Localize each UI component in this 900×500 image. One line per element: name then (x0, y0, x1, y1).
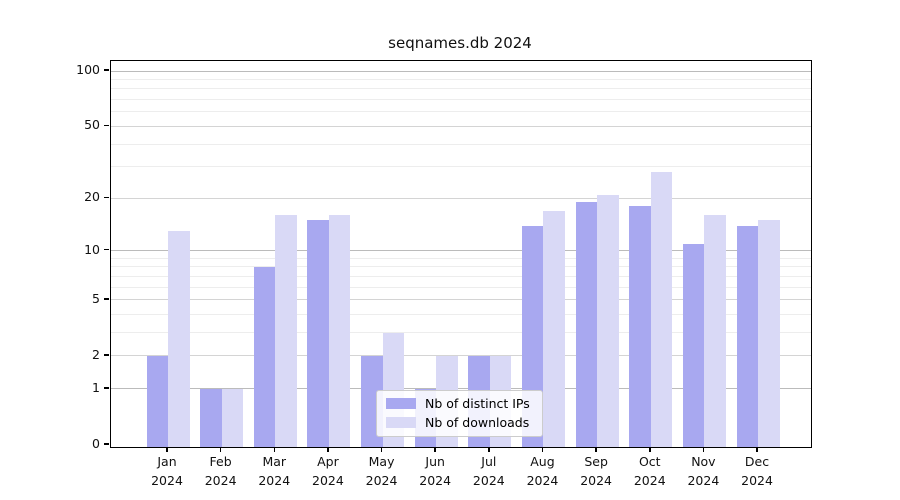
x-tick-mark (756, 447, 758, 452)
x-tick-label-oct: Oct 2024 (633, 454, 666, 488)
y-tick-label-100: 100 (76, 62, 100, 77)
bar-ips-oct (629, 206, 651, 447)
gridline-50 (111, 125, 811, 127)
x-tick-label-sep: Sep 2024 (580, 454, 613, 488)
x-tick-label-dec: Dec 2024 (741, 454, 773, 488)
legend-label-distinct-ips: Nb of distinct IPs (425, 396, 530, 411)
x-tick-mark (273, 447, 276, 452)
x-tick-mark (649, 447, 651, 452)
bar-ips-jan (146, 355, 168, 447)
y-tick-mark (104, 443, 109, 445)
bar-downloads-aug (543, 210, 565, 447)
x-tick-mark (380, 447, 383, 452)
gridline-8 (111, 266, 811, 268)
x-tick-mark (488, 447, 490, 452)
gridline-10 (111, 250, 811, 252)
y-tick-label-2: 2 (92, 346, 100, 362)
x-tick-label-nov: Nov 2024 (687, 454, 720, 488)
bar-downloads-feb (221, 388, 244, 447)
x-tick-label-apr: Apr 2024 (312, 454, 344, 488)
gridline-20 (111, 197, 811, 199)
x-tick-label-feb: Feb 2024 (204, 454, 237, 488)
y-tick-mark (104, 387, 109, 389)
bar-downloads-apr (328, 215, 351, 447)
y-tick-mark (104, 196, 109, 199)
legend-swatch-distinct-ips (386, 398, 416, 410)
x-tick-label-aug: Aug 2024 (526, 454, 559, 488)
y-tick-mark (104, 298, 109, 300)
y-tick-mark (104, 354, 109, 356)
legend-swatch-downloads (386, 417, 416, 429)
x-tick-label-may: May 2024 (365, 454, 398, 488)
chart-title: seqnames.db 2024 (388, 34, 532, 52)
x-tick-label-mar: Mar 2024 (258, 454, 291, 488)
gridline-70 (111, 99, 811, 101)
bar-downloads-mar (275, 215, 297, 447)
x-tick-mark (327, 447, 329, 452)
gridline-6 (111, 286, 811, 288)
bar-downloads-jan (168, 231, 190, 447)
y-tick-label-50: 50 (84, 117, 100, 133)
x-tick-mark (166, 447, 168, 452)
bar-downloads-sep (597, 194, 619, 447)
y-tick-label-10: 10 (84, 241, 100, 257)
x-tick-label-jan: Jan 2024 (151, 454, 183, 488)
bar-downloads-nov (704, 215, 726, 447)
gridline-80 (111, 88, 811, 90)
y-tick-mark (104, 124, 109, 127)
legend-item-distinct-ips: Nb of distinct IPs (386, 397, 530, 411)
y-tick-label-0: 0 (92, 436, 100, 451)
legend-item-downloads: Nb of downloads (386, 414, 530, 430)
bar-ips-dec (736, 225, 759, 447)
y-tick-label-1: 1 (92, 379, 100, 395)
gridline-7 (111, 275, 811, 277)
x-tick-label-jun: Jun 2024 (419, 454, 452, 488)
y-tick-mark (104, 248, 109, 251)
bar-downloads-dec (758, 220, 780, 447)
gridline-100 (111, 70, 811, 72)
gridline-5 (111, 299, 811, 301)
bar-ips-sep (575, 202, 598, 447)
gridline-4 (111, 314, 811, 316)
y-tick-mark (104, 69, 109, 71)
y-tick-label-20: 20 (84, 189, 100, 205)
gridline-1 (111, 388, 811, 390)
x-tick-mark (219, 447, 222, 452)
bar-ips-apr (307, 220, 329, 447)
gridline-3 (111, 332, 811, 334)
bar-downloads-oct (650, 172, 673, 447)
gridline-30 (111, 166, 811, 168)
x-tick-mark (541, 447, 544, 452)
plot-area: Nb of distinct IPs Nb of downloads (110, 60, 812, 448)
y-tick-label-5: 5 (92, 290, 100, 306)
gridline-60 (111, 111, 811, 113)
gridline-40 (111, 143, 811, 145)
legend: Nb of distinct IPs Nb of downloads (376, 390, 543, 437)
bar-ips-feb (200, 388, 222, 447)
gridline-90 (111, 78, 811, 80)
bar-ips-mar (253, 266, 276, 447)
legend-label-downloads: Nb of downloads (425, 414, 530, 430)
bar-ips-nov (682, 243, 705, 447)
gridline-2 (111, 355, 811, 357)
x-tick-mark (702, 447, 705, 452)
gridline-9 (111, 257, 811, 259)
x-tick-mark (434, 447, 436, 452)
x-tick-mark (595, 447, 597, 452)
x-tick-label-jul: Jul 2024 (472, 454, 505, 488)
